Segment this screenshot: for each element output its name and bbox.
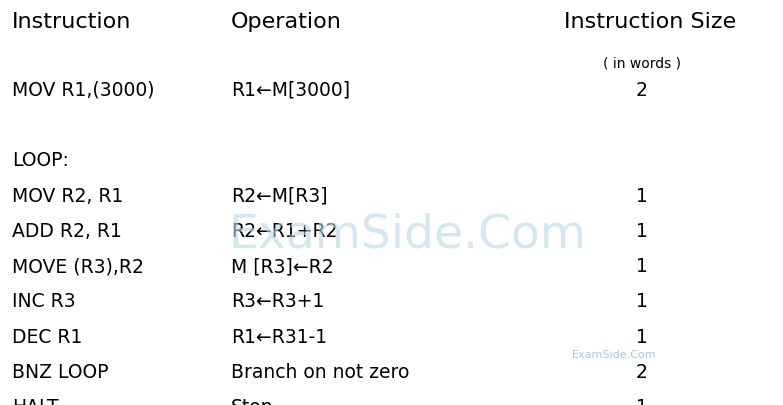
Text: R2←M[R3]: R2←M[R3] [231,187,327,206]
Text: 2: 2 [636,81,648,100]
Text: Branch on not zero: Branch on not zero [231,363,410,382]
Text: R2←R1+R2: R2←R1+R2 [231,222,337,241]
Text: Instruction: Instruction [12,12,131,32]
Text: ExamSide.Com: ExamSide.Com [228,212,586,258]
Text: 1: 1 [636,187,648,206]
Text: Stop: Stop [231,398,273,405]
Text: ExamSide.Com: ExamSide.Com [572,350,656,360]
Text: Instruction Size: Instruction Size [564,12,736,32]
Text: 1: 1 [636,292,648,311]
Text: DEC R1: DEC R1 [12,328,82,347]
Text: 1: 1 [636,222,648,241]
Text: ADD R2, R1: ADD R2, R1 [12,222,121,241]
Text: 1: 1 [636,398,648,405]
Text: Operation: Operation [231,12,342,32]
Text: 2: 2 [636,363,648,382]
Text: INC R3: INC R3 [12,292,75,311]
Text: MOV R2, R1: MOV R2, R1 [12,187,123,206]
Text: R3←R3+1: R3←R3+1 [231,292,324,311]
Text: MOVE (R3),R2: MOVE (R3),R2 [12,257,143,276]
Text: M [R3]←R2: M [R3]←R2 [231,257,334,276]
Text: R1←R31-1: R1←R31-1 [231,328,327,347]
Text: ( in words ): ( in words ) [603,57,681,71]
Text: BNZ LOOP: BNZ LOOP [12,363,108,382]
Text: LOOP:: LOOP: [12,151,69,171]
Text: MOV R1,(3000): MOV R1,(3000) [12,81,154,100]
Text: 1: 1 [636,328,648,347]
Text: 1: 1 [636,257,648,276]
Text: HALT: HALT [12,398,58,405]
Text: R1←M[3000]: R1←M[3000] [231,81,350,100]
